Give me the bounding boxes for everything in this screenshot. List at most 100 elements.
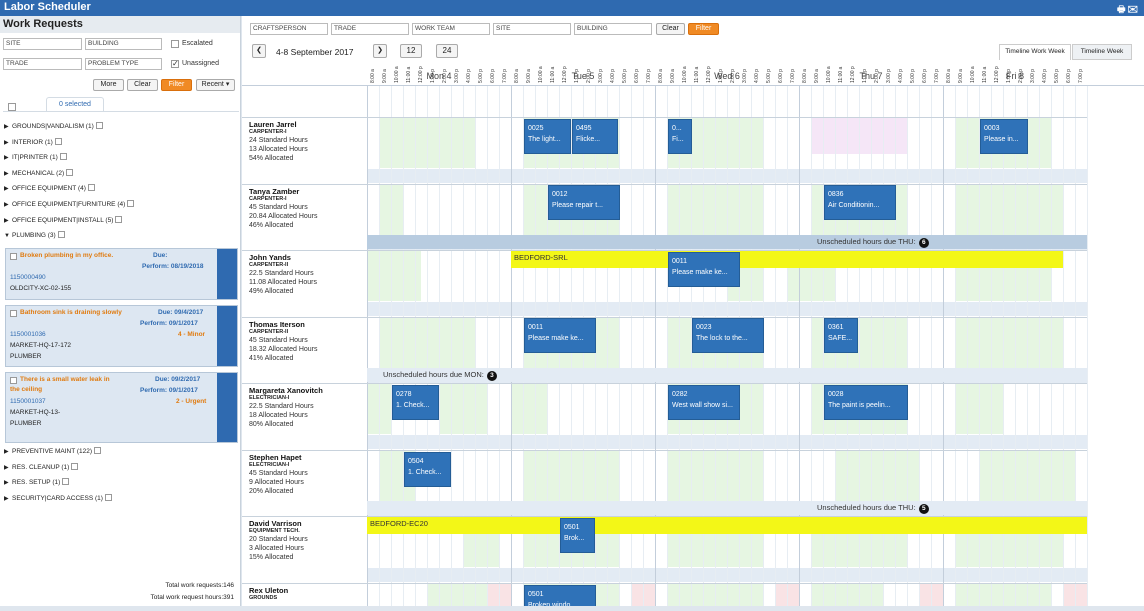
craftsperson-input[interactable]: CRAFTSPERSON <box>250 23 328 35</box>
building-bar-bedford-srl[interactable]: BEDFORD-SRL <box>511 251 1063 268</box>
work-order-appointment[interactable]: 0501 Broken windo... <box>524 585 596 606</box>
triangle-right-icon[interactable]: ▶ <box>4 480 9 487</box>
resource-row-header[interactable]: Rex Uleton GROUNDS <box>242 586 367 603</box>
triangle-right-icon[interactable]: ▶ <box>4 155 9 162</box>
top-clear-button[interactable]: Clear <box>656 23 685 35</box>
tab-timeline-work-week[interactable]: Timeline Work Week <box>999 44 1071 60</box>
card-checkbox[interactable] <box>10 253 17 260</box>
work-team-input[interactable]: WORK TEAM <box>412 23 490 35</box>
category-item[interactable]: ▶ SECURITY|CARD ACCESS (1) <box>4 493 112 505</box>
category-item[interactable]: ▶ MECHANICAL (2) <box>4 168 74 180</box>
work-request-card[interactable]: There is a small water leak in the ceili… <box>5 372 238 443</box>
card-checkbox[interactable] <box>10 310 17 317</box>
category-checkbox[interactable] <box>127 200 135 207</box>
work-order-appointment[interactable]: 0028 The paint is peelin... <box>824 385 908 420</box>
tab-timeline-week[interactable]: Timeline Week <box>1072 44 1132 60</box>
category-checkbox[interactable] <box>66 168 74 176</box>
card-id[interactable]: 1150001036 <box>10 331 46 338</box>
resource-row-header[interactable]: Thomas Iterson CARPENTER-II 45 Standard Ho… <box>242 320 367 362</box>
card-checkbox[interactable] <box>10 377 17 384</box>
card-drag-handle[interactable] <box>217 306 237 366</box>
category-item[interactable]: ▶ OFFICE EQUIPMENT|INSTALL (5) <box>4 215 123 227</box>
category-item[interactable]: ▶ OFFICE EQUIPMENT|FURNITURE (4) <box>4 200 135 211</box>
hours-12-option[interactable]: 12 <box>400 44 422 58</box>
work-order-appointment[interactable]: 0012 Please repair t... <box>548 185 620 220</box>
mail-icon[interactable]: ✉ <box>1127 4 1140 14</box>
triangle-right-icon[interactable]: ▶ <box>4 495 9 502</box>
select-all-checkbox[interactable] <box>8 103 16 111</box>
more-button[interactable]: More <box>93 79 124 91</box>
triangle-right-icon[interactable]: ▶ <box>4 449 9 455</box>
work-order-appointment[interactable]: 0003 Please in... <box>980 119 1028 154</box>
work-order-appointment[interactable]: 0282 West wall show si... <box>668 385 740 420</box>
card-drag-handle[interactable] <box>217 249 237 299</box>
trade-filter-input[interactable]: TRADE <box>331 23 409 35</box>
escalated-checkbox[interactable] <box>171 40 179 48</box>
triangle-right-icon[interactable]: ▶ <box>4 124 9 130</box>
triangle-right-icon[interactable]: ▶ <box>4 170 9 177</box>
trade-input[interactable]: TRADE <box>3 58 82 70</box>
triangle-right-icon[interactable]: ▶ <box>4 202 9 208</box>
work-order-appointment[interactable]: 0495 Flicke... <box>572 119 618 154</box>
resource-row-header[interactable]: John Yands CARPENTER-II 22.5 Standard Hour… <box>242 253 367 295</box>
category-item[interactable]: ▶ RES. SETUP (1) <box>4 478 70 489</box>
category-item[interactable]: ▶ GROUNDS|VANDALISM (1) <box>4 122 103 133</box>
work-order-appointment[interactable]: 0023 The lock to the... <box>692 318 764 353</box>
work-order-appointment[interactable]: 0361 SAFE... <box>824 318 858 353</box>
site-input[interactable]: SITE <box>3 38 82 50</box>
category-checkbox[interactable] <box>57 231 65 239</box>
site-filter-input[interactable]: SITE <box>493 23 571 35</box>
category-checkbox[interactable] <box>87 184 95 192</box>
building-filter-input[interactable]: BUILDING <box>574 23 652 35</box>
resource-row-header[interactable]: Stephen Hapet ELECTRICIAN-I 45 Standard Ho… <box>242 453 367 495</box>
clear-button[interactable]: Clear <box>127 79 158 91</box>
work-order-appointment[interactable]: 0011 Please make ke... <box>524 318 596 353</box>
category-checkbox[interactable] <box>62 478 70 486</box>
unscheduled-strip[interactable]: Unscheduled hours due MON: 3 <box>367 368 1087 382</box>
category-item[interactable]: ▶ RES. CLEANUP (1) <box>4 462 79 474</box>
triangle-right-icon[interactable]: ▶ <box>4 217 9 224</box>
category-checkbox[interactable] <box>104 493 112 501</box>
recent-dropdown[interactable]: Recent ▾ <box>196 79 235 91</box>
filter-button[interactable]: Filter <box>161 79 192 91</box>
category-item[interactable]: ▶ PREVENTIVE MAINT (122) <box>4 447 102 458</box>
category-item[interactable]: ▶ OFFICE EQUIPMENT (4) <box>4 184 95 195</box>
unscheduled-strip[interactable]: Unscheduled hours due THU: 5 <box>367 501 1087 515</box>
work-order-appointment[interactable]: 0504 1. Check... <box>404 452 451 487</box>
triangle-right-icon[interactable]: ▶ <box>4 139 9 146</box>
work-order-appointment[interactable]: 0... Fi... <box>668 119 692 154</box>
resource-row-header[interactable]: Lauren Jarrel CARPENTER-I 24 Standard Hour… <box>242 120 367 162</box>
work-request-card[interactable]: Broken plumbing in my office. Due: Perfo… <box>5 248 238 300</box>
prev-week-button[interactable]: ❮ <box>252 44 266 58</box>
work-order-appointment[interactable]: 0025 The light... <box>524 119 571 154</box>
work-order-appointment[interactable]: 0501 Brok... <box>560 518 595 553</box>
category-item[interactable]: ▶ INTERIOR (1) <box>4 137 62 149</box>
card-id[interactable]: 1150001037 <box>10 398 46 405</box>
triangle-right-icon[interactable]: ▶ <box>4 186 9 193</box>
building-bar-bedford-ec20[interactable]: BEDFORD-EC20 <box>367 517 1087 534</box>
timeline-grid[interactable]: Lauren Jarrel CARPENTER-I 24 Standard Hour… <box>242 86 1144 606</box>
hours-24-option[interactable]: 24 <box>436 44 458 58</box>
category-item[interactable]: ▶ IT|PRINTER (1) <box>4 153 67 164</box>
category-checkbox[interactable] <box>71 462 79 470</box>
resource-row-header[interactable]: Margareta Xanovitch ELECTRICIAN-I 22.5 Sta… <box>242 386 367 428</box>
category-item[interactable]: ▼ PLUMBING (3) <box>4 231 65 242</box>
problem-type-input[interactable]: PROBLEM TYPE <box>85 58 162 70</box>
triangle-right-icon[interactable]: ▶ <box>4 464 9 471</box>
top-filter-button[interactable]: Filter <box>688 23 719 35</box>
selected-tab[interactable]: 0 selected <box>46 97 104 111</box>
resource-row-header[interactable]: David Varrison EQUIPMENT TECH. 20 Standard… <box>242 519 367 561</box>
work-order-appointment[interactable]: 0011 Please make ke... <box>668 252 740 287</box>
category-checkbox[interactable] <box>59 153 67 161</box>
category-checkbox[interactable] <box>94 447 102 454</box>
work-order-appointment[interactable]: 0278 1. Check... <box>392 385 439 420</box>
card-id[interactable]: 1150000490 <box>10 274 46 281</box>
work-order-appointment[interactable]: 0836 Air Conditionin... <box>824 185 896 220</box>
work-request-card[interactable]: Bathroom sink is draining slowly Due: 09… <box>5 305 238 367</box>
next-week-button[interactable]: ❯ <box>373 44 387 58</box>
resource-row-header[interactable]: Tanya Zamber CARPENTER-I 45 Standard Hours… <box>242 187 367 229</box>
category-checkbox[interactable] <box>54 137 62 145</box>
category-checkbox[interactable] <box>95 122 103 129</box>
card-drag-handle[interactable] <box>217 373 237 442</box>
unassigned-checkbox[interactable] <box>171 59 179 68</box>
